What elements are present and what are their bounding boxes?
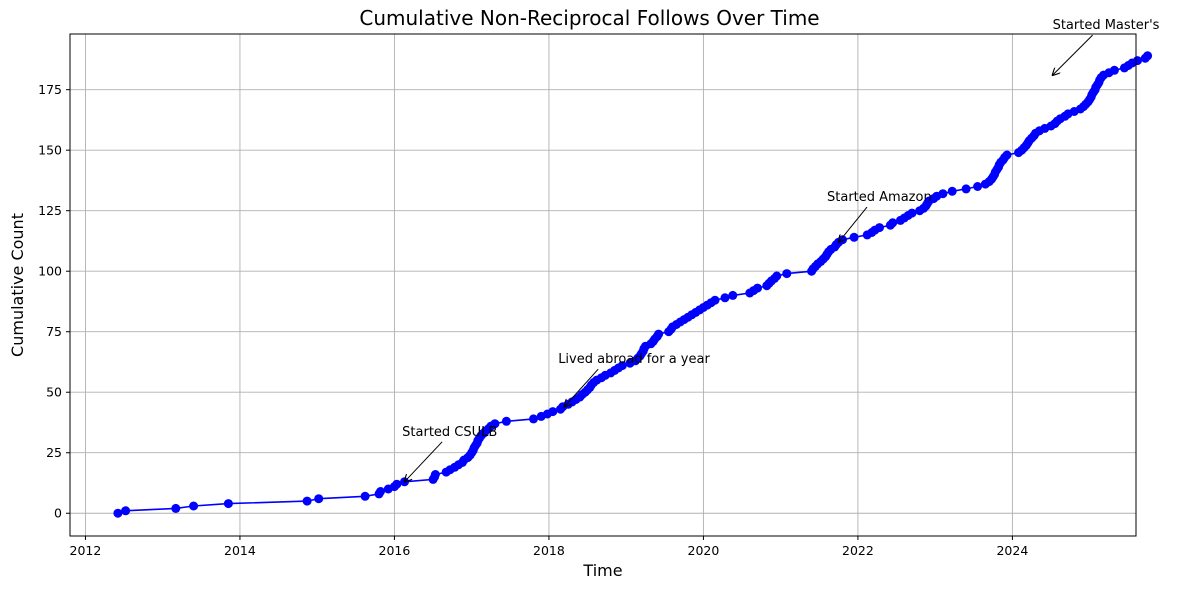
data-point [376,487,385,496]
x-tick-label: 2018 [533,543,565,558]
annotation-arrow [564,368,599,407]
annotation-label: Started Amazon [827,190,932,205]
data-point [314,494,324,504]
data-point [617,361,627,371]
annotations: Started CSULB Lived abroad for a year Star… [402,18,1160,482]
data-point [753,283,762,293]
data-point [888,218,898,228]
data-point [849,232,859,242]
data-point [938,189,948,199]
data-point [360,491,370,501]
annotation-arrow [404,441,443,482]
data-point [1109,65,1119,75]
grid [70,34,1136,536]
chart-title: Cumulative Non-Reciprocal Follows Over T… [359,6,819,30]
x-tick-label: 2016 [379,543,411,558]
data-point [1143,51,1153,61]
data-point [121,506,131,516]
y-tick-label: 25 [46,445,62,460]
y-tick-label: 50 [46,385,62,400]
x-tick-label: 2024 [996,543,1028,558]
x-tick-label: 2022 [842,543,874,558]
annotation-label: Started CSULB [402,425,497,440]
data-point [907,208,917,218]
data-point [113,508,123,518]
x-tick-label: 2014 [224,543,256,558]
data-point [189,501,199,511]
annotation-label: Started Master's [1053,18,1160,33]
data-point [223,499,233,509]
data-point [720,293,730,303]
x-axis: 2012 2014 2016 2018 2020 2022 2024 [70,536,1028,558]
data-point [973,182,983,191]
data-points [113,51,1153,518]
y-tick-label: 175 [38,82,62,97]
series-path [117,55,1149,514]
data-point [947,186,957,196]
plot-frame [69,33,1137,537]
y-tick-label: 125 [38,203,62,218]
data-point [782,269,792,279]
series-line [117,55,1149,514]
data-point [1002,150,1012,160]
data-point [501,416,511,426]
data-point [1133,56,1142,66]
data-point [392,479,402,489]
x-tick-label: 2020 [688,543,720,558]
data-point [171,503,181,513]
annotation-label: Lived abroad for a year [558,352,710,367]
data-point [875,223,884,233]
data-point [728,290,738,300]
data-point [529,414,538,424]
data-point [548,407,558,417]
data-point [490,419,500,429]
x-tick-label: 2012 [70,543,102,558]
y-axis-label: Cumulative Count [8,213,27,357]
x-axis-label: Time [582,561,622,580]
data-point [302,496,312,506]
data-point [961,184,971,194]
data-point [430,470,440,479]
annotation-arrow [1053,34,1093,75]
y-tick-label: 150 [38,143,62,158]
data-point [654,329,664,339]
annotation-arrow [839,206,868,242]
y-tick-label: 0 [54,506,62,521]
y-tick-label: 75 [46,324,62,339]
data-point [772,271,782,281]
y-axis: 0 25 50 75 100 125 150 175 [38,82,70,521]
data-point [710,295,720,305]
y-tick-label: 100 [38,264,62,279]
